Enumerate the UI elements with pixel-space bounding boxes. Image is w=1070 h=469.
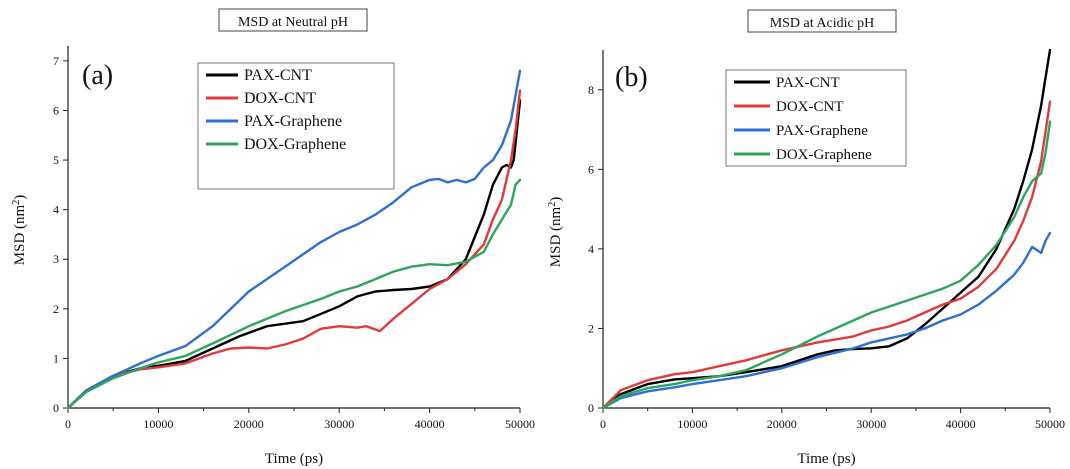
legend-label: PAX-Graphene	[244, 113, 342, 130]
chart-title: MSD at Acidic pH	[747, 9, 897, 33]
chart-panel-b: MSD at Acidic pH 0 10000 20000 30000 40000 500…	[547, 9, 1065, 467]
legend: PAX-CNT DOX-CNT PAX-Graphene DOX-Graphene	[197, 62, 395, 190]
legend-label: PAX-Graphene	[776, 123, 868, 139]
series-line-pax-graphene	[601, 231, 1052, 410]
y-tick-label: 2	[53, 302, 59, 316]
x-tick-label: 20000	[234, 417, 264, 431]
chart-title-box	[218, 8, 368, 32]
x-tick-label: 40000	[946, 417, 976, 431]
y-tick-label: 4	[53, 203, 59, 217]
legend: PAX-CNT DOX-CNT PAX-Graphene DOX-Graphene	[725, 69, 907, 167]
y-axis-label: MSD (nm2)	[11, 195, 29, 265]
x-tick-label: 40000	[415, 417, 445, 431]
x-tick-label: 30000	[324, 417, 354, 431]
chart-title-box	[747, 9, 897, 33]
series-line-dox-cnt	[601, 100, 1052, 410]
legend-label: PAX-CNT	[776, 75, 840, 91]
legend-label: DOX-Graphene	[776, 147, 872, 163]
y-tick-label: 7	[53, 54, 59, 68]
y-tick-label: 6	[53, 103, 59, 117]
series-line-dox-graphene	[66, 178, 522, 410]
y-tick-label: 2	[588, 321, 594, 335]
series-line-dox-cnt	[66, 89, 522, 410]
legend-box	[197, 62, 395, 190]
series-line-dox-graphene	[601, 120, 1052, 410]
x-tick-label: 50000	[1035, 417, 1065, 431]
panel-label: (b)	[615, 62, 648, 93]
x-tick-label: 0	[65, 417, 71, 431]
x-tick-label: 30000	[856, 417, 886, 431]
y-tick-label: 1	[53, 351, 59, 365]
x-axis-label: Time (ps)	[797, 451, 855, 467]
x-axis-label: Time (ps)	[265, 451, 323, 467]
series-line-pax-cnt	[66, 99, 522, 410]
series-line-pax-cnt	[601, 48, 1052, 410]
legend-box	[725, 69, 907, 167]
legend-label: PAX-CNT	[244, 67, 312, 84]
legend-label: DOX-CNT	[776, 99, 844, 115]
panel-label: (a)	[82, 60, 113, 91]
y-axis-label: MSD (nm2)	[547, 197, 565, 267]
y-tick-label: 3	[53, 252, 59, 266]
y-tick-label: 6	[588, 162, 594, 176]
y-tick-label: 8	[588, 83, 594, 97]
x-tick-label: 50000	[505, 417, 535, 431]
chart-panel-a: MSD at Neutral pH0 10000 20000 30000 40000 50…	[11, 8, 535, 467]
chart-title: MSD at Neutral pH	[218, 8, 368, 32]
x-tick-label: 10000	[677, 417, 707, 431]
legend-label: DOX-CNT	[244, 90, 316, 107]
x-tick-label: 0	[600, 417, 606, 431]
chart-title-text: MSD at Neutral pH	[238, 15, 348, 30]
y-tick-label: 4	[588, 242, 594, 256]
series-line-pax-graphene	[66, 69, 522, 410]
x-tick-label: 10000	[143, 417, 173, 431]
chart-title-text: MSD at Acidic pH	[770, 16, 875, 31]
legend-label: DOX-Graphene	[244, 136, 346, 153]
y-tick-label: 5	[53, 153, 59, 167]
x-tick-label: 20000	[767, 417, 797, 431]
y-tick-label: 0	[588, 401, 594, 415]
y-tick-label: 0	[53, 401, 59, 415]
